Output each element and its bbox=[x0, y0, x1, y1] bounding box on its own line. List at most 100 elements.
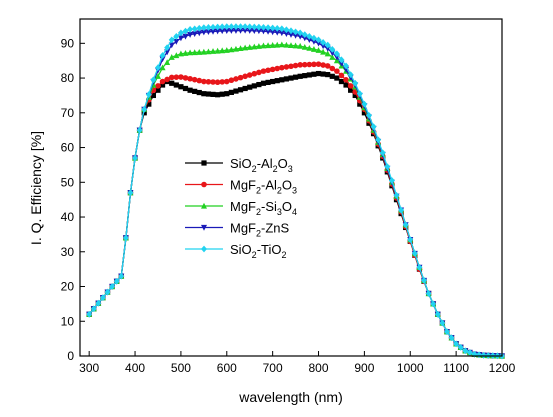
data-point bbox=[274, 65, 281, 72]
legend-item: MgF2-Al2O3 bbox=[185, 178, 297, 196]
data-point bbox=[95, 299, 102, 307]
data-point bbox=[421, 277, 428, 284]
data-point bbox=[274, 29, 281, 36]
data-point bbox=[269, 66, 276, 73]
data-point bbox=[242, 44, 249, 51]
data-point bbox=[297, 73, 303, 79]
data-point bbox=[246, 72, 253, 78]
data-point bbox=[178, 74, 184, 80]
data-point bbox=[177, 35, 184, 42]
data-point bbox=[187, 49, 194, 56]
data-point bbox=[187, 87, 193, 93]
data-point bbox=[297, 33, 304, 40]
data-point bbox=[173, 52, 180, 59]
data-point bbox=[146, 101, 152, 107]
data-point bbox=[132, 154, 139, 162]
data-point bbox=[288, 63, 294, 70]
data-point bbox=[269, 24, 276, 32]
data-point bbox=[154, 64, 161, 72]
data-point bbox=[136, 126, 143, 134]
data-point bbox=[260, 42, 267, 49]
data-point bbox=[113, 277, 120, 285]
data-point bbox=[347, 71, 354, 78]
data-point bbox=[260, 68, 267, 74]
data-point bbox=[407, 236, 414, 244]
data-point bbox=[159, 78, 166, 85]
data-point bbox=[228, 28, 235, 34]
data-point bbox=[384, 163, 391, 171]
data-point bbox=[256, 69, 262, 76]
legend-swatch-marker bbox=[201, 202, 207, 209]
data-point bbox=[439, 319, 446, 327]
data-point bbox=[283, 26, 290, 34]
data-point bbox=[334, 68, 340, 74]
data-point bbox=[301, 43, 308, 50]
data-point bbox=[219, 79, 225, 85]
legend-swatch-marker bbox=[201, 245, 207, 253]
data-point bbox=[315, 36, 322, 44]
data-point bbox=[334, 75, 340, 81]
data-point bbox=[320, 39, 327, 46]
data-point bbox=[173, 82, 179, 88]
data-point bbox=[292, 32, 299, 39]
data-point bbox=[361, 110, 367, 116]
data-point bbox=[191, 76, 198, 83]
data-point bbox=[233, 88, 239, 94]
data-point bbox=[223, 23, 230, 31]
data-point bbox=[237, 27, 244, 34]
legend-label: SiO2-Al2O3 bbox=[230, 156, 293, 174]
data-point bbox=[343, 76, 349, 83]
data-point bbox=[164, 59, 171, 66]
data-point bbox=[274, 24, 281, 32]
data-point bbox=[297, 62, 303, 68]
data-point bbox=[242, 73, 248, 80]
data-point bbox=[375, 136, 382, 144]
data-point bbox=[168, 54, 175, 60]
data-point bbox=[288, 27, 294, 35]
data-point bbox=[168, 74, 175, 81]
data-point bbox=[255, 28, 262, 35]
data-point bbox=[200, 29, 207, 36]
data-point bbox=[343, 62, 350, 70]
x-axis-title: wavelength (nm) bbox=[238, 389, 343, 405]
data-point bbox=[292, 62, 299, 69]
data-point bbox=[260, 80, 267, 86]
data-point bbox=[278, 25, 285, 33]
x-tick-label: 1100 bbox=[443, 361, 469, 375]
data-point bbox=[265, 67, 271, 74]
y-tick-label: 40 bbox=[61, 210, 75, 224]
data-point bbox=[154, 73, 161, 79]
data-point bbox=[219, 47, 226, 54]
data-point bbox=[178, 84, 184, 90]
data-point bbox=[260, 28, 267, 35]
data-point bbox=[90, 305, 97, 313]
data-point bbox=[200, 48, 207, 55]
data-point bbox=[325, 71, 331, 78]
data-point bbox=[223, 28, 230, 35]
data-point bbox=[215, 92, 221, 98]
data-point bbox=[173, 32, 180, 40]
data-point bbox=[388, 177, 395, 184]
legend: SiO2-Al2O3 MgF2-Al2O3 MgF2-Si3O4 MgF2-ZnS Si… bbox=[185, 156, 297, 260]
data-point bbox=[109, 283, 116, 290]
x-tick-label: 1000 bbox=[397, 361, 424, 375]
data-point bbox=[434, 310, 441, 318]
data-point bbox=[320, 43, 327, 50]
data-point bbox=[278, 30, 285, 37]
data-point bbox=[324, 41, 331, 49]
series-2 bbox=[86, 41, 505, 359]
data-point bbox=[278, 41, 285, 48]
data-point bbox=[361, 100, 368, 108]
legend-swatch-marker bbox=[201, 160, 207, 166]
data-point bbox=[416, 264, 423, 271]
data-point bbox=[168, 36, 175, 44]
data-point bbox=[288, 42, 294, 49]
data-point bbox=[246, 28, 253, 34]
data-point bbox=[453, 340, 460, 348]
data-point bbox=[338, 56, 345, 64]
data-point bbox=[177, 50, 184, 57]
data-point bbox=[214, 79, 221, 86]
data-point bbox=[292, 42, 299, 49]
data-point bbox=[155, 87, 161, 93]
data-point bbox=[251, 43, 258, 50]
